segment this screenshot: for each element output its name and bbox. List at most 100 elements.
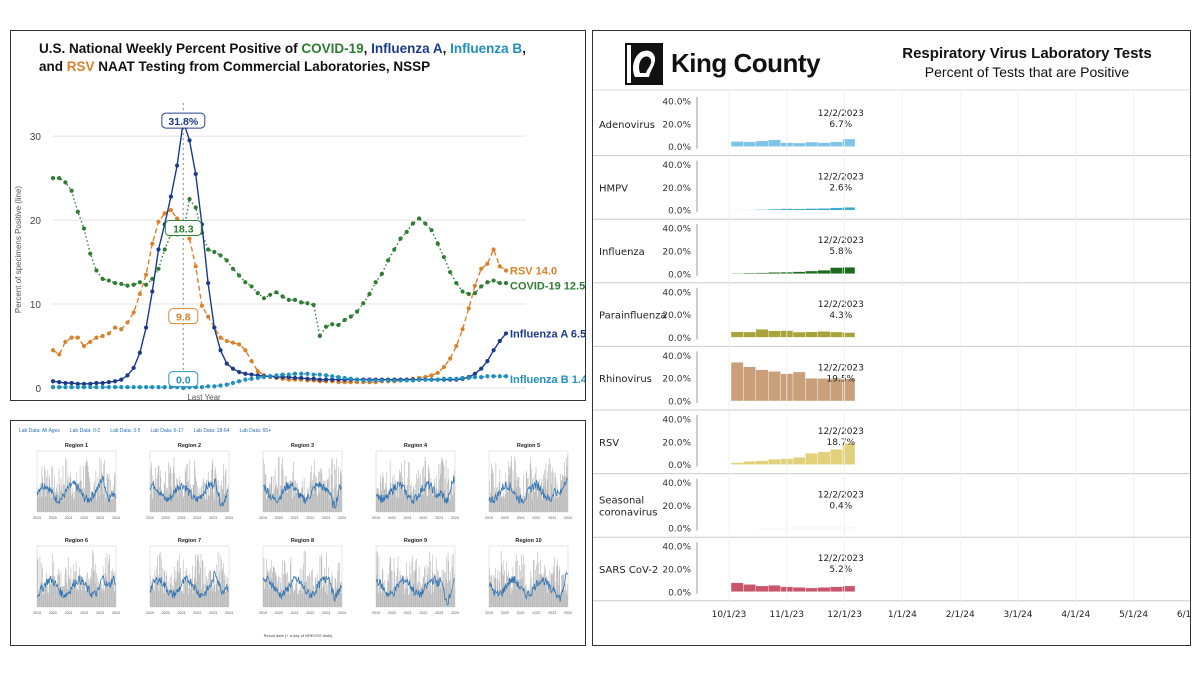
region-bar <box>500 491 501 512</box>
data-point <box>435 370 440 375</box>
region-bar <box>332 488 334 512</box>
region-bar <box>505 472 507 512</box>
region-bar <box>388 582 390 607</box>
region-bar <box>531 499 533 512</box>
region-bar <box>437 569 438 607</box>
data-point <box>218 335 223 340</box>
region-bar <box>70 477 72 512</box>
region-bar <box>489 568 490 607</box>
region-xtick: 2019 <box>372 611 380 615</box>
nssp-last-year-label: Last Year <box>187 393 221 400</box>
region-bar <box>407 588 409 607</box>
region-bar <box>330 496 331 512</box>
kc-bar <box>743 331 756 338</box>
data-point <box>497 280 502 286</box>
region-bar <box>153 588 154 607</box>
region-tab[interactable]: Lab Data: 0-2 <box>69 428 101 434</box>
region-tab[interactable]: Lab Data: 65+ <box>239 428 272 434</box>
region-bar <box>211 585 212 607</box>
region-bar <box>268 487 269 512</box>
region-bar <box>286 476 287 512</box>
region-bar <box>289 480 291 512</box>
region-bar <box>410 589 412 607</box>
region-bar <box>508 461 509 512</box>
data-point <box>206 314 211 319</box>
region-bar <box>385 590 386 607</box>
region-bar <box>162 567 164 607</box>
region-tabs: Lab Data: All Ages Lab Data: 0-2 Lab Data:… <box>19 428 281 434</box>
region-bar <box>420 493 422 512</box>
data-point <box>206 280 211 286</box>
kc-ytick-label: 40.0% <box>662 288 691 298</box>
region-bar <box>379 475 381 512</box>
region-bar <box>192 497 193 512</box>
region-bar <box>152 475 154 512</box>
kc-latest-date: 12/2/2023 <box>818 554 864 564</box>
kc-latest-value: 4.3% <box>829 311 852 321</box>
kc-bar <box>730 582 744 592</box>
region-bar <box>294 480 296 512</box>
region-tab[interactable]: Lab Data: All Ages <box>19 428 60 434</box>
region-title: Region 7 <box>178 538 201 544</box>
region-bar <box>90 568 92 607</box>
region-bar <box>278 576 279 607</box>
region-bar <box>109 555 111 607</box>
region-line <box>488 571 568 603</box>
king-county-chart: Adenovirus40.0%20.0%0.0%12/2/20236.7%HMP… <box>593 89 1190 620</box>
region-bar <box>196 498 198 512</box>
nssp-title-part: and <box>39 59 67 74</box>
data-point <box>88 251 93 256</box>
region-bar <box>209 485 211 512</box>
region-bar <box>328 579 330 607</box>
nssp-title-part: , <box>522 41 526 56</box>
nssp-title-line2: and RSV NAAT Testing from Commercial Lab… <box>39 59 430 74</box>
data-point <box>50 379 56 384</box>
region-bar <box>91 491 93 512</box>
region-bar <box>311 591 313 607</box>
region-bar <box>43 487 45 512</box>
region-bar <box>424 477 425 512</box>
region-bar <box>81 590 82 607</box>
kc-latest-value: 18.7% <box>827 438 856 448</box>
region-bar <box>376 574 377 607</box>
region-bar <box>408 594 409 607</box>
region-xtick: 2024 <box>225 516 233 520</box>
region-bar <box>206 585 208 607</box>
region-bar <box>418 470 419 512</box>
region-bar <box>378 492 380 512</box>
region-xtick: 2021 <box>291 516 299 520</box>
region-bar <box>215 583 217 607</box>
region-bar <box>160 584 162 607</box>
kc-latest-date: 12/2/2023 <box>818 236 864 246</box>
region-bar <box>284 562 286 607</box>
region-bar <box>498 494 499 512</box>
region-tab[interactable]: Lab Data: 6-17 <box>150 428 184 434</box>
region-bar <box>313 586 315 607</box>
region-bar <box>67 489 69 512</box>
data-point <box>261 374 267 380</box>
region-bar <box>183 593 185 607</box>
region-bar <box>406 562 407 607</box>
region-tab[interactable]: Lab Data: 18-64 <box>193 428 230 434</box>
region-bar <box>196 560 198 607</box>
region-bar <box>288 581 289 607</box>
region-bar <box>508 474 510 512</box>
region-tab[interactable]: Lab Data: 3-5 <box>110 428 141 434</box>
kc-latest-value: 5.2% <box>829 565 852 575</box>
region-bar <box>45 496 47 512</box>
region-xtick: 2021 <box>178 611 186 615</box>
data-point <box>311 376 316 381</box>
region-bar <box>186 568 187 607</box>
nssp-peak-label: 31.8% <box>168 116 198 128</box>
data-point <box>249 284 254 289</box>
kc-bar <box>805 331 818 338</box>
region-bar <box>196 480 197 512</box>
region-bar <box>209 570 210 607</box>
region-bar <box>393 558 395 607</box>
region-bar <box>310 588 311 607</box>
region-bar <box>191 488 193 512</box>
region-bar <box>393 474 395 512</box>
region-bar <box>393 586 394 607</box>
region-bar <box>429 561 431 607</box>
region-bar <box>301 488 302 512</box>
